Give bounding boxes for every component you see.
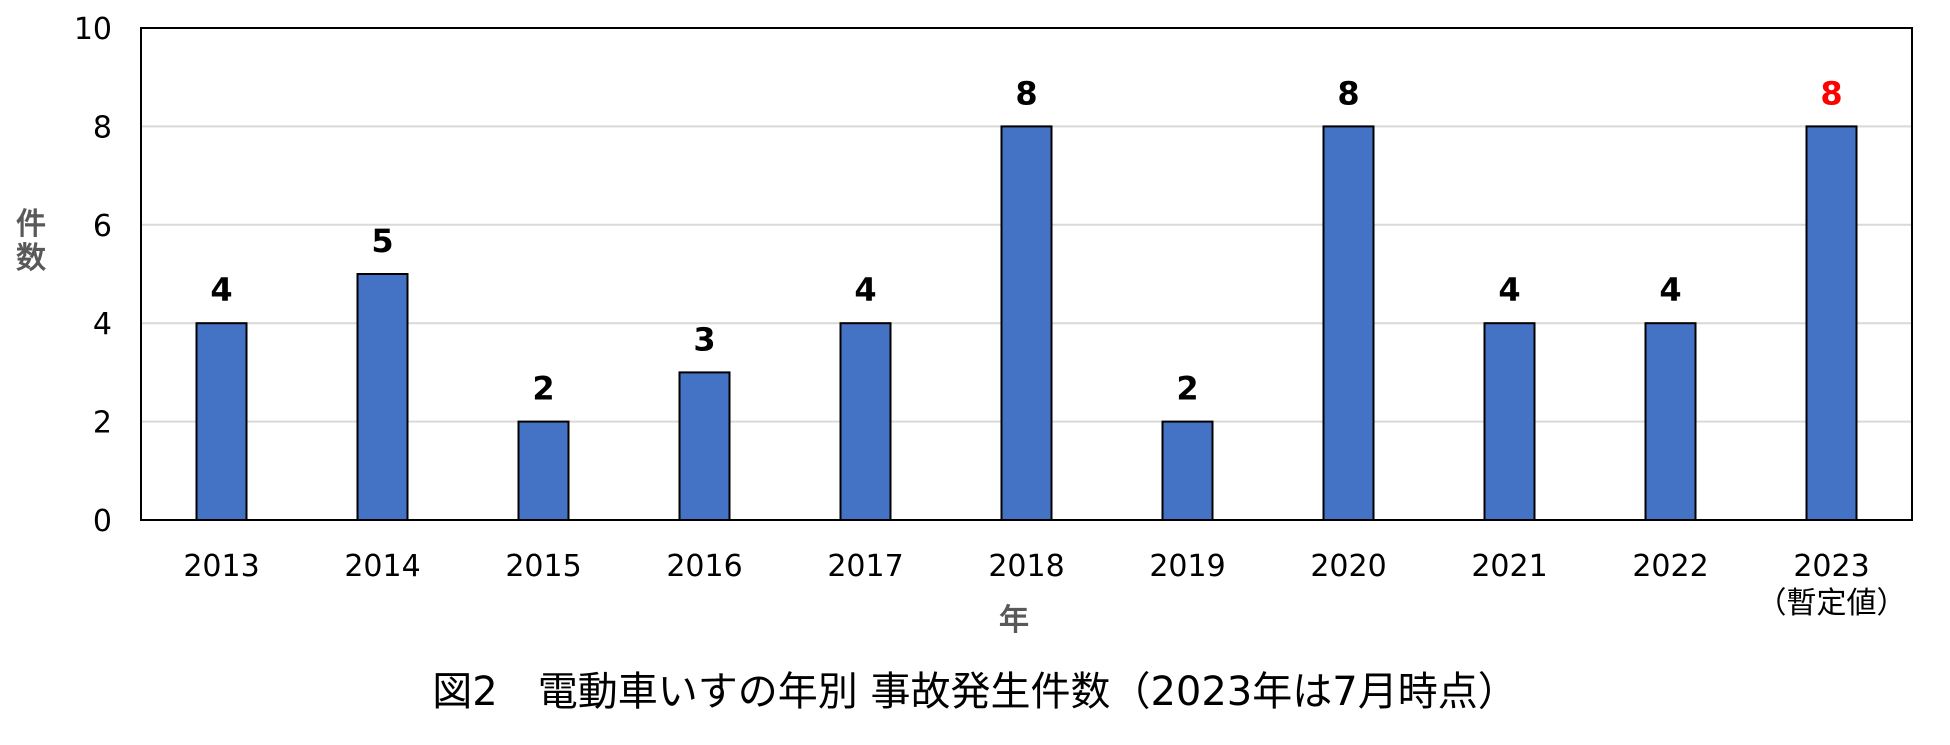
data-labels: 4 5 2 3 4 8 2 8 4 4 8 bbox=[210, 74, 1842, 407]
bar-2013 bbox=[195, 322, 248, 522]
x-tick-label-2022: 2022 bbox=[1632, 549, 1708, 584]
bar-2014 bbox=[356, 273, 409, 521]
y-tick-label: 2 bbox=[93, 406, 112, 441]
data-label-2016: 3 bbox=[693, 320, 715, 358]
bar-2015 bbox=[517, 420, 570, 522]
x-tick-label-2021: 2021 bbox=[1471, 549, 1547, 584]
data-label-2018: 8 bbox=[1015, 74, 1037, 112]
bar-2020 bbox=[1322, 125, 1375, 522]
data-label-2015: 2 bbox=[532, 370, 554, 408]
bar-2016 bbox=[678, 371, 731, 521]
y-axis-label-char-2: 数 bbox=[16, 241, 47, 276]
x-tick-label-2023: 2023 bbox=[1793, 549, 1869, 584]
x-tick-label-2019: 2019 bbox=[1149, 549, 1225, 584]
x-tick-label-2018: 2018 bbox=[988, 549, 1064, 584]
data-label-2020: 8 bbox=[1337, 74, 1359, 112]
x-tick-label-2020: 2020 bbox=[1310, 549, 1386, 584]
y-tick-label: 0 bbox=[93, 504, 112, 539]
data-label-2013: 4 bbox=[210, 271, 232, 309]
y-tick-labels: 0 2 4 6 8 10 bbox=[74, 12, 112, 539]
bar-2017 bbox=[839, 322, 892, 522]
bar-2019 bbox=[1161, 420, 1214, 522]
data-label-2023: 8 bbox=[1820, 74, 1842, 112]
x-tick-label-2016: 2016 bbox=[666, 549, 742, 584]
x-tick-label-2014: 2014 bbox=[344, 549, 420, 584]
y-tick-label: 6 bbox=[93, 209, 112, 244]
chart-title: 図2 電動車いすの年別 事故発生件数（2023年は7月時点） bbox=[432, 669, 1517, 715]
x-tick-note: （暫定値） bbox=[1757, 586, 1907, 621]
y-tick-label: 8 bbox=[93, 110, 112, 145]
bar-2018 bbox=[1000, 125, 1053, 522]
x-tick-label-2015: 2015 bbox=[505, 549, 581, 584]
y-tick-label: 10 bbox=[74, 12, 112, 47]
y-tick-label: 4 bbox=[93, 307, 112, 342]
data-label-2019: 2 bbox=[1176, 370, 1198, 408]
data-label-2022: 4 bbox=[1659, 271, 1681, 309]
y-axis-label-char-1: 件 bbox=[16, 207, 46, 242]
x-tick-labels: 2013 2014 2015 2016 2017 2018 2019 2020 2021 2022… bbox=[183, 549, 1906, 621]
data-label-2017: 4 bbox=[854, 271, 876, 309]
x-tick-label-2017: 2017 bbox=[827, 549, 903, 584]
bar-2022 bbox=[1644, 322, 1697, 522]
x-tick-label-2013: 2013 bbox=[183, 549, 259, 584]
bar-2023 bbox=[1805, 125, 1858, 522]
data-label-2021: 4 bbox=[1498, 271, 1520, 309]
x-axis-label: 年 bbox=[999, 603, 1029, 638]
plot-frame bbox=[140, 27, 1913, 521]
data-label-2014: 5 bbox=[371, 222, 393, 260]
bar-2021 bbox=[1483, 322, 1536, 522]
